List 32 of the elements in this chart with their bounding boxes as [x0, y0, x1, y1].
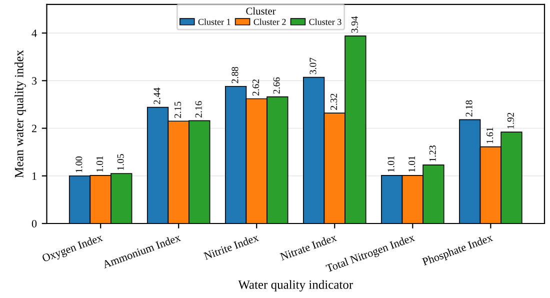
x-tick-label: Nitrite Index — [203, 233, 260, 260]
legend-label: Cluster 3 — [309, 18, 342, 25]
data-label: 2.18 — [466, 100, 472, 116]
legend-label: Cluster 2 — [254, 18, 286, 25]
data-label: 2.66 — [273, 77, 280, 94]
legend-label: Cluster 1 — [198, 18, 230, 25]
data-label: 1.00 — [76, 156, 82, 172]
data-label: 2.62 — [252, 79, 260, 96]
data-label: 3.07 — [310, 58, 316, 74]
x-tick-label: Oxygen Index — [42, 233, 104, 264]
y-tick-label: 3 — [32, 77, 37, 85]
legend-title: Cluster — [246, 7, 276, 15]
x-tick-label: Nitrate Index — [280, 233, 338, 261]
y-tick-label: 0 — [32, 220, 37, 228]
data-label: 1.05 — [117, 154, 124, 170]
data-label: 2.16 — [195, 101, 202, 118]
data-label: 1.01 — [408, 156, 416, 172]
y-tick-label: 1 — [32, 172, 36, 180]
y-tick-label: 4 — [32, 30, 37, 37]
data-label: 1.01 — [388, 156, 394, 172]
data-label: 3.94 — [351, 16, 358, 33]
y-tick-label: 2 — [32, 124, 36, 132]
data-label: 2.32 — [330, 94, 338, 110]
data-label: 1.01 — [96, 156, 104, 172]
data-label: 1.23 — [429, 146, 436, 162]
y-axis-title: Mean water quality index — [14, 50, 26, 178]
data-label: 1.92 — [507, 112, 514, 128]
data-label: 1.61 — [486, 128, 494, 144]
data-label: 2.88 — [232, 66, 238, 84]
x-axis-title: Water quality indicator — [238, 280, 353, 292]
data-label: 2.44 — [154, 88, 160, 104]
data-label: 2.15 — [174, 102, 182, 118]
